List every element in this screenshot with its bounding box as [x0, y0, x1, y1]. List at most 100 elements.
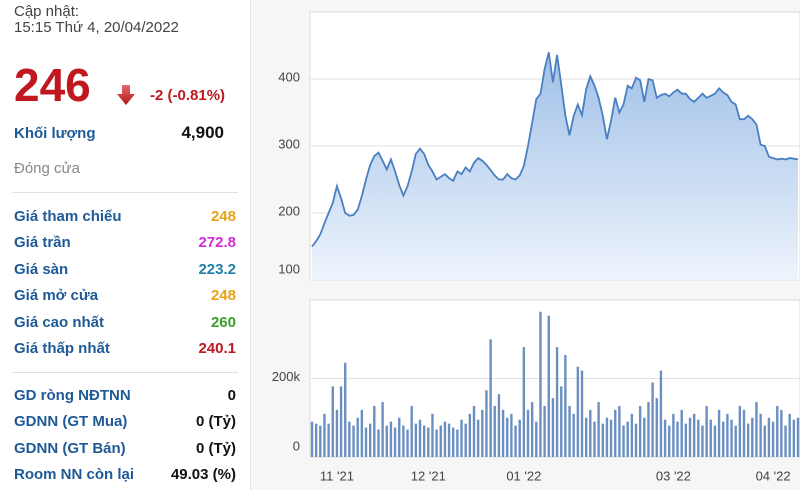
volume-bar — [456, 429, 459, 457]
volume-bar — [472, 405, 476, 457]
volume-bar — [323, 413, 326, 457]
volume-bar — [406, 429, 409, 457]
volume-bar — [568, 405, 571, 457]
volume-bar — [481, 409, 484, 457]
volume-bar — [676, 421, 679, 457]
volume-bar — [393, 427, 397, 457]
row-value: 0 (Tỷ) — [195, 439, 236, 457]
row-value: 248 — [210, 287, 236, 305]
row-label: Giá trần — [14, 234, 71, 252]
volume-bar — [709, 419, 712, 457]
volume-bar — [464, 423, 467, 457]
volume-bar — [605, 417, 609, 457]
volume-bar — [730, 419, 733, 457]
volume-bar — [742, 409, 746, 457]
volume-bar — [310, 421, 314, 457]
volume-bar — [510, 413, 513, 457]
volume-bar — [622, 425, 625, 457]
volume-bar — [493, 405, 496, 457]
row-label: Room NN còn lại — [14, 466, 135, 484]
volume-bar — [501, 409, 505, 457]
row-label: Giá tham chiếu — [14, 208, 122, 225]
volume-bar — [344, 362, 347, 457]
volume-bar — [717, 409, 721, 457]
volume-bar — [580, 370, 584, 457]
volume-bar — [543, 405, 546, 457]
volume-bar — [373, 405, 376, 457]
volume-bar — [593, 421, 596, 457]
volume-bar — [547, 315, 550, 457]
x-tick-label: 03 '22 — [656, 468, 691, 483]
row-value: 248 — [210, 208, 236, 225]
volume-bar — [506, 417, 509, 457]
x-tick-label: 11 '21 — [320, 468, 354, 483]
volume-bar — [659, 370, 663, 457]
volume-bar — [767, 417, 771, 457]
row-label: Giá thấp nhất — [14, 340, 110, 357]
y-tick-label: 400 — [278, 69, 300, 84]
volume-bar — [368, 423, 372, 457]
volume-bar — [597, 402, 600, 457]
volume-bar — [560, 386, 563, 457]
volume-bar — [626, 421, 629, 457]
row-label: GD ròng NĐTNN — [14, 387, 131, 404]
info-panel: Cập nhật: 15:15 Thứ 4, 20/04/2022 246 -2… — [0, 0, 251, 490]
volume-bar — [734, 425, 737, 457]
volume-bar — [672, 413, 675, 457]
volume-bar — [618, 405, 621, 457]
volume-bar — [377, 429, 380, 457]
volume-bar — [713, 425, 717, 457]
row-value: 260 — [210, 313, 236, 331]
y-tick-label: 200k — [272, 369, 301, 384]
volume-bar — [331, 386, 334, 457]
volume-bar — [339, 386, 343, 457]
volume-bar — [614, 409, 617, 457]
volume-bar — [335, 409, 339, 457]
volume-bar — [319, 425, 322, 457]
volume-bar — [551, 398, 555, 457]
volume-bar — [539, 311, 542, 457]
volume-bar — [564, 354, 567, 457]
volume-bar — [435, 429, 438, 457]
volume-bar — [447, 423, 451, 457]
row-value: 223.2 — [198, 260, 236, 278]
volume-label: Khối lượng — [14, 125, 96, 142]
volume-bar — [651, 382, 654, 457]
row-value: 49.03 (%) — [170, 466, 236, 484]
volume-bar — [431, 413, 434, 457]
volume-bar — [705, 405, 708, 457]
volume-bar — [485, 390, 488, 457]
volume-bar — [722, 421, 725, 457]
row-label: Giá mở cửa — [14, 287, 99, 305]
status: Đóng cửa — [14, 160, 80, 177]
volume-bar — [418, 419, 422, 457]
volume-bar — [443, 421, 447, 457]
separator — [12, 192, 238, 193]
volume-bar — [497, 394, 501, 457]
price-change: -2 (-0.81%) — [150, 87, 226, 104]
price-line — [311, 51, 799, 248]
area-fill — [312, 52, 798, 281]
volume-bar — [535, 421, 538, 457]
volume-bar — [609, 419, 613, 457]
volume-bar — [684, 423, 688, 457]
volume-bar — [589, 409, 592, 457]
volume-bar — [634, 423, 638, 457]
row-value: 272.8 — [198, 234, 236, 252]
row-label: GDNN (GT Mua) — [14, 413, 128, 431]
volume-bar — [697, 419, 700, 457]
volume-bar — [555, 347, 559, 457]
chart: 100 200 300 400 0 200k 11 '21 12 '21 01 '22 03 '2… — [251, 0, 800, 490]
volume-bar — [385, 425, 388, 457]
volume-bar — [576, 366, 580, 457]
volume-bar — [763, 425, 766, 457]
volume-bar — [726, 413, 729, 457]
volume-bar — [398, 417, 401, 457]
row-label: GDNN (GT Bán) — [14, 439, 126, 457]
volume-bar — [792, 419, 796, 457]
y-tick-label: 300 — [278, 136, 300, 151]
volume-bar — [759, 413, 762, 457]
volume-bar — [784, 425, 787, 457]
volume-bar — [530, 402, 534, 457]
